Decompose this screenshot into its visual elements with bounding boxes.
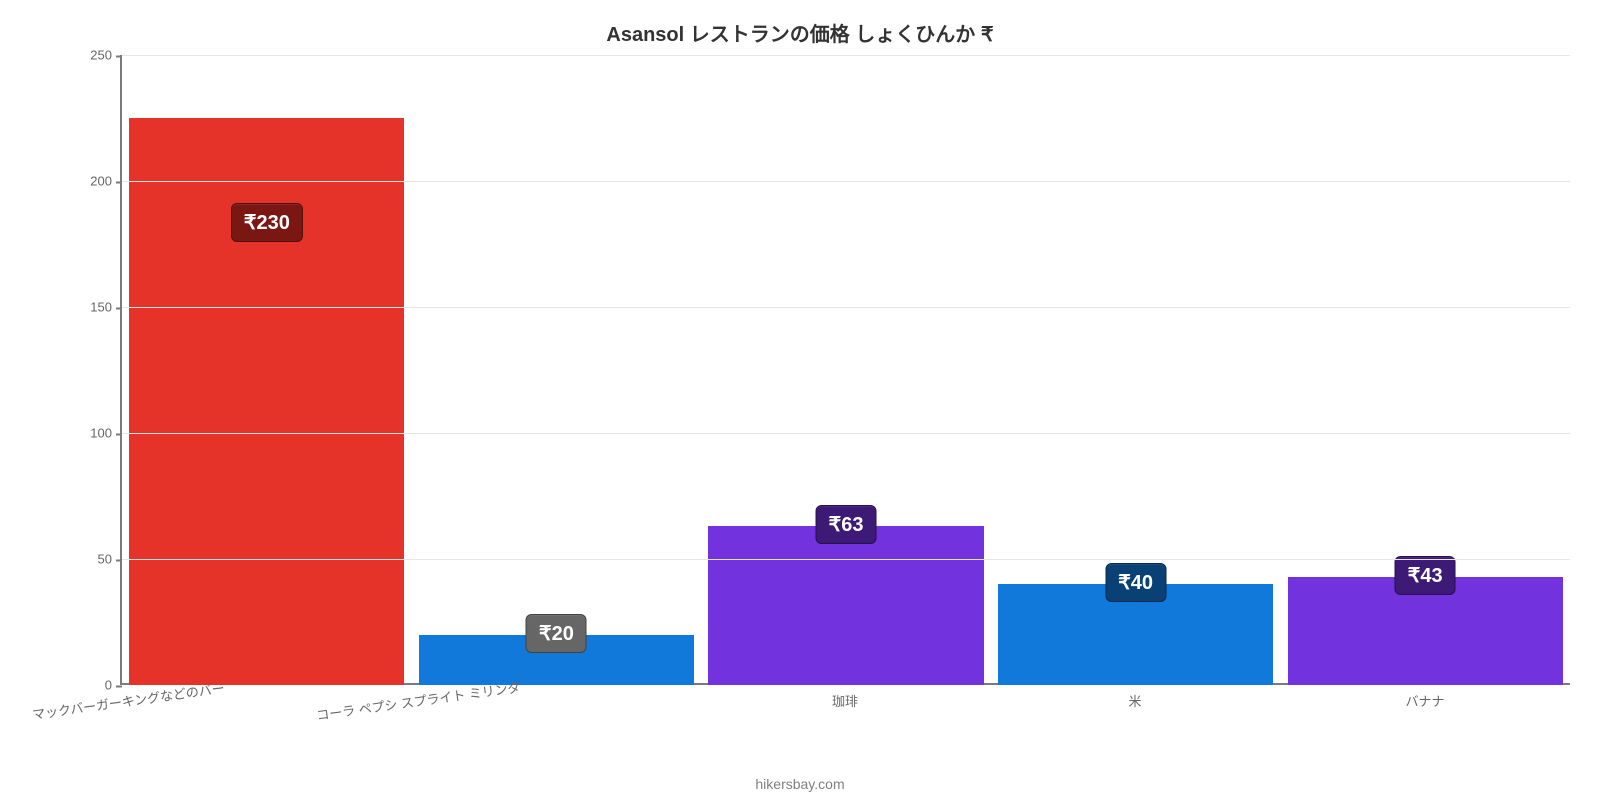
value-label: ₹20 <box>526 614 587 653</box>
y-tick-label: 100 <box>90 426 122 441</box>
gridline <box>122 55 1570 56</box>
value-label: ₹43 <box>1395 556 1456 595</box>
value-label: ₹63 <box>815 505 876 544</box>
y-tick-label: 150 <box>90 300 122 315</box>
bar: ₹230 <box>129 118 404 685</box>
chart-title: Asansol レストランの価格 しょくひんか ₹ <box>0 0 1600 47</box>
y-tick-label: 200 <box>90 174 122 189</box>
x-tick-label: バナナ <box>1405 691 1444 710</box>
y-tick-label: 50 <box>98 552 122 567</box>
bar: ₹43 <box>1288 577 1563 685</box>
x-axis-labels: マックバーガーキングなどのバーコーラ ペプシ スプライト ミリンダ珈琲米バナナ <box>120 685 1570 715</box>
bar: ₹40 <box>998 584 1273 685</box>
bar: ₹20 <box>419 635 694 685</box>
plot-area: ₹230₹20₹63₹40₹43 050100150200250 <box>120 55 1570 685</box>
value-label: ₹40 <box>1105 563 1166 602</box>
x-tick-label: 米 <box>1128 691 1141 710</box>
bars-container: ₹230₹20₹63₹40₹43 <box>122 55 1570 685</box>
gridline <box>122 181 1570 182</box>
x-tick-label: マックバーガーキングなどのバー <box>31 678 226 724</box>
bar: ₹63 <box>708 526 983 685</box>
gridline <box>122 307 1570 308</box>
value-label: ₹230 <box>231 203 303 242</box>
chart-area: ₹230₹20₹63₹40₹43 050100150200250 マックバーガー… <box>80 55 1580 715</box>
y-tick-label: 250 <box>90 48 122 63</box>
gridline <box>122 433 1570 434</box>
gridline <box>122 559 1570 560</box>
x-tick-label: 珈琲 <box>832 691 858 710</box>
chart-source: hikersbay.com <box>0 776 1600 792</box>
